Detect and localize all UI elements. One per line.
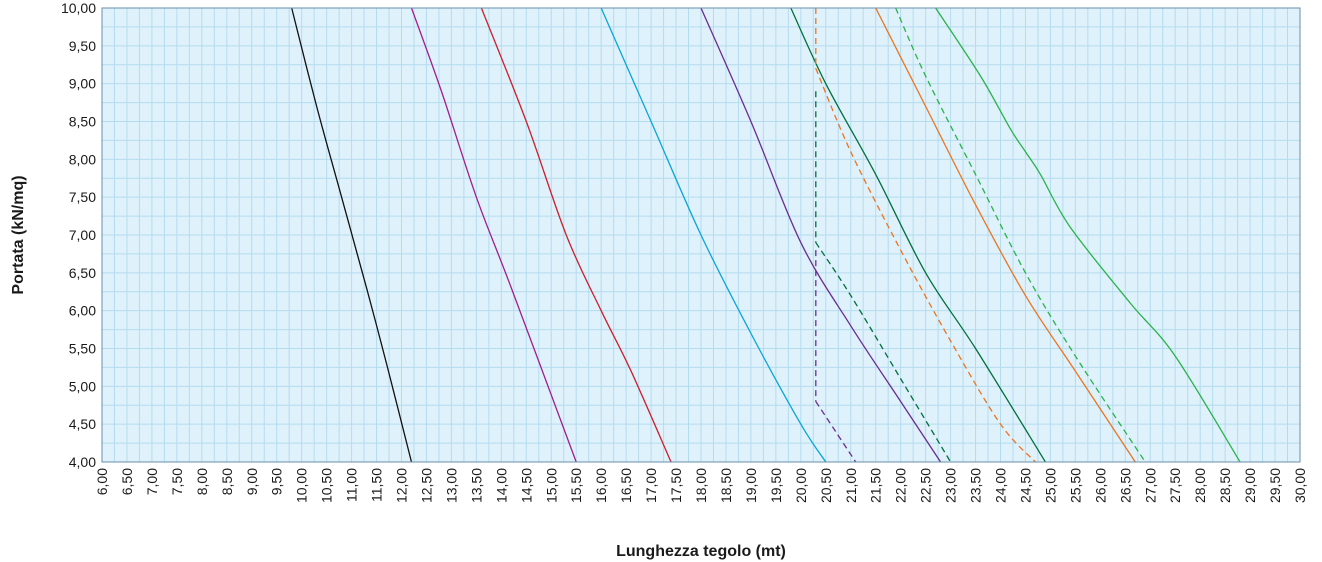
series-line-8 [935,7,1241,463]
x-tick-label: 10,50 [319,468,335,503]
x-tick-label: 16,50 [618,468,634,503]
x-tick-label: 22,00 [893,468,909,503]
series-line-11 [815,91,952,463]
x-tick-label: 27,50 [1167,468,1183,503]
x-tick-label: 30,00 [1292,468,1308,503]
x-tick-label: 26,00 [1092,468,1108,503]
x-tick-label: 18,00 [693,468,709,503]
x-tick-label: 6,50 [119,468,135,495]
x-tick-label: 7,50 [169,468,185,495]
series-line-4 [600,7,827,463]
y-tick-label: 8,00 [69,151,96,167]
y-tick-label: 5,50 [69,341,96,357]
x-tick-label: 14,00 [493,468,509,503]
series-line-3 [480,7,672,463]
x-tick-label: 15,50 [568,468,584,503]
x-tick-label: 18,50 [718,468,734,503]
x-tick-label: 20,00 [793,468,809,503]
y-tick-labels: 4,00 4,50 5,00 5,50 6,00 6,50 7,00 7,50 8,00 8,50… [61,0,96,470]
series-line-5 [700,7,942,463]
x-tick-label: 13,50 [468,468,484,503]
x-tick-label: 10,00 [294,468,310,503]
x-tick-label: 28,50 [1217,468,1233,503]
y-tick-label: 8,50 [69,114,96,130]
x-tick-label: 13,00 [443,468,459,503]
x-tick-label: 21,50 [868,468,884,503]
x-tick-label: 25,00 [1042,468,1058,503]
data-series [291,7,1241,463]
x-tick-label: 9,00 [244,468,260,495]
x-tick-label: 27,00 [1142,468,1158,503]
y-tick-label: 6,00 [69,303,96,319]
x-tick-labels: 6,00 6,50 7,00 7,50 8,00 8,50 9,00 9,50 10,00 10,… [94,468,1308,503]
series-line-7 [875,7,1136,463]
y-tick-label: 4,00 [69,454,96,470]
y-tick-label: 7,50 [69,189,96,205]
x-tick-label: 7,00 [144,468,160,495]
x-tick-label: 12,00 [394,468,410,503]
x-tick-label: 22,50 [918,468,934,503]
x-tick-label: 11,00 [344,468,360,502]
x-tick-label: 23,50 [968,468,984,503]
x-tick-label: 17,00 [643,468,659,503]
x-tick-label: 25,50 [1067,468,1083,503]
x-tick-label: 24,00 [993,468,1009,503]
x-tick-label: 12,50 [418,468,434,503]
x-tick-label: 6,00 [94,468,110,495]
y-tick-label: 5,00 [69,378,96,394]
series-line-12 [815,250,857,463]
x-tick-label: 28,00 [1192,468,1208,503]
x-tick-label: 16,00 [593,468,609,503]
series-line-2 [410,7,577,463]
x-axis-title: Lunghezza tegolo (mt) [616,543,786,560]
x-tick-label: 19,00 [743,468,759,503]
series-line-10 [895,7,1146,463]
series-line-9 [815,8,1036,463]
gridlines [101,7,1301,463]
x-tick-label: 9,50 [269,468,285,495]
x-tick-label: 23,00 [943,468,959,503]
x-tick-label: 17,50 [668,468,684,503]
plot-border [101,7,1301,463]
x-tick-label: 21,00 [843,468,859,503]
x-tick-label: 26,50 [1117,468,1133,503]
series-line-1 [291,7,413,463]
y-tick-label: 9,50 [69,38,96,54]
y-tick-label: 7,00 [69,227,96,243]
x-tick-label: 8,50 [219,468,235,495]
x-tick-label: 19,50 [768,468,784,503]
y-tick-label: 9,00 [69,76,96,92]
x-tick-label: 20,50 [818,468,834,503]
series-line-6 [790,7,1046,463]
x-tick-label: 15,00 [543,468,559,503]
x-tick-label: 24,50 [1017,468,1033,503]
y-tick-label: 10,00 [61,0,96,16]
x-tick-label: 29,50 [1267,468,1283,503]
x-tick-label: 11,50 [369,468,385,502]
x-tick-label: 8,00 [194,468,210,495]
x-tick-label: 14,50 [518,468,534,503]
y-tick-label: 6,50 [69,265,96,281]
y-tick-label: 4,50 [69,416,96,432]
y-axis-title: Portata (kN/mq) [10,175,27,294]
x-tick-label: 29,00 [1242,468,1258,503]
